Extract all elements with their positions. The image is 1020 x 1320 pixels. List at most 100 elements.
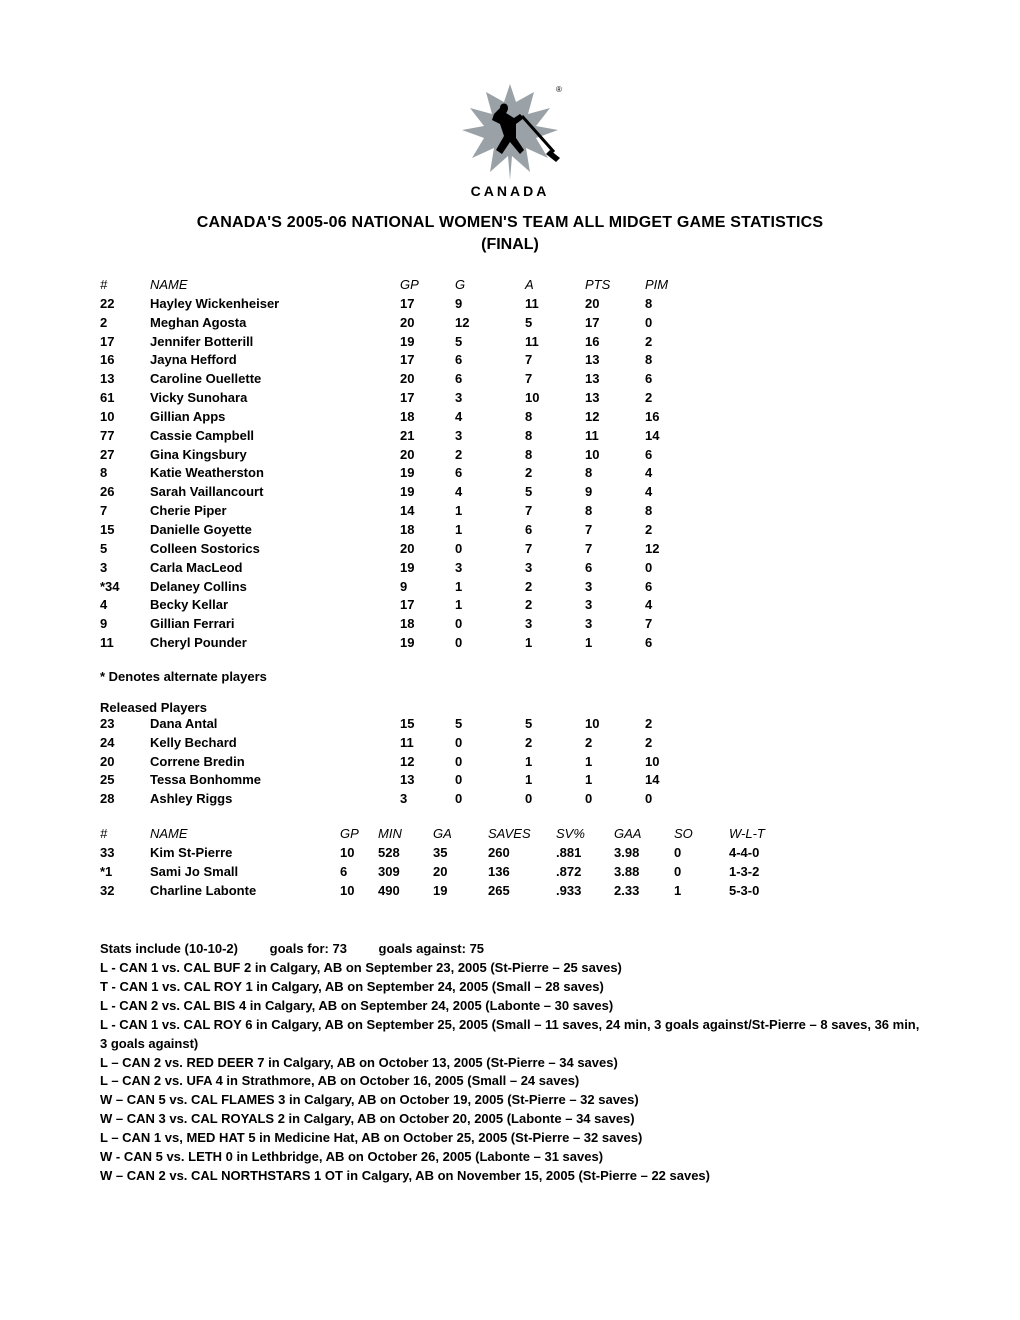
cell-gp: 17 — [400, 351, 455, 370]
skater-stats-table: # NAME GP G A PTS PIM 22Hayley Wickenhei… — [100, 276, 715, 653]
cell-name: Ashley Riggs — [150, 790, 400, 809]
summary-record: Stats include (10-10-2) — [100, 940, 238, 959]
cell-a: 3 — [525, 559, 585, 578]
cell-gp: 11 — [400, 734, 455, 753]
ghdr-gaa: GAA — [614, 825, 674, 844]
cell-gp: 18 — [400, 521, 455, 540]
cell-pts: 7 — [585, 521, 645, 540]
cell-a: 10 — [525, 389, 585, 408]
cell-name: Cassie Campbell — [150, 427, 400, 446]
game-log-line: W – CAN 3 vs. CAL ROYALS 2 in Calgary, A… — [100, 1110, 920, 1129]
cell-g: 0 — [455, 634, 525, 653]
cell-a: 5 — [525, 715, 585, 734]
cell-g: 1 — [455, 596, 525, 615]
cell-pts: 9 — [585, 483, 645, 502]
cell-ga: 35 — [433, 844, 488, 863]
table-row: 16Jayna Hefford1767138 — [100, 351, 715, 370]
cell-gp: 19 — [400, 559, 455, 578]
cell-pim: 6 — [645, 446, 715, 465]
cell-g: 9 — [455, 295, 525, 314]
cell-gp: 19 — [400, 483, 455, 502]
cell-g: 6 — [455, 370, 525, 389]
table-row: 33Kim St-Pierre1052835260.8813.9804-4-0 — [100, 844, 789, 863]
cell-name: Colleen Sostorics — [150, 540, 400, 559]
cell-gp: 9 — [400, 578, 455, 597]
cell-gp: 19 — [400, 464, 455, 483]
cell-name: Jennifer Botterill — [150, 333, 400, 352]
cell-pts: 1 — [585, 753, 645, 772]
game-log-line: L – CAN 2 vs. UFA 4 in Strathmore, AB on… — [100, 1072, 920, 1091]
cell-num: 17 — [100, 333, 150, 352]
cell-pts: 7 — [585, 540, 645, 559]
cell-gp: 20 — [400, 314, 455, 333]
cell-a: 11 — [525, 295, 585, 314]
cell-pim: 2 — [645, 333, 715, 352]
cell-num: 7 — [100, 502, 150, 521]
summary-gf: goals for: 73 — [270, 940, 347, 959]
cell-pim: 6 — [645, 634, 715, 653]
game-log-line: L – CAN 2 vs. RED DEER 7 in Calgary, AB … — [100, 1054, 920, 1073]
cell-g: 0 — [455, 540, 525, 559]
ghdr-so: SO — [674, 825, 729, 844]
cell-gp: 14 — [400, 502, 455, 521]
cell-g: 12 — [455, 314, 525, 333]
cell-pim: 8 — [645, 351, 715, 370]
skater-stats-header: # NAME GP G A PTS PIM — [100, 276, 715, 295]
cell-name: Tessa Bonhomme — [150, 771, 400, 790]
stats-summary: Stats include (10-10-2) goals for: 73 go… — [100, 940, 920, 959]
cell-pim: 6 — [645, 370, 715, 389]
cell-name: Charline Labonte — [150, 882, 340, 901]
cell-wlt: 1-3-2 — [729, 863, 789, 882]
cell-g: 4 — [455, 483, 525, 502]
cell-num: 25 — [100, 771, 150, 790]
hdr-num: # — [100, 276, 150, 295]
cell-a: 2 — [525, 734, 585, 753]
cell-pim: 0 — [645, 314, 715, 333]
cell-gp: 18 — [400, 615, 455, 634]
cell-name: Delaney Collins — [150, 578, 400, 597]
cell-a: 0 — [525, 790, 585, 809]
cell-svp: .881 — [556, 844, 614, 863]
table-row: 32Charline Labonte1049019265.9332.3315-3… — [100, 882, 789, 901]
cell-wlt: 4-4-0 — [729, 844, 789, 863]
cell-pts: 3 — [585, 615, 645, 634]
cell-a: 7 — [525, 351, 585, 370]
cell-pts: 8 — [585, 464, 645, 483]
cell-gp: 18 — [400, 408, 455, 427]
cell-saves: 136 — [488, 863, 556, 882]
cell-num: 33 — [100, 844, 150, 863]
cell-num: 23 — [100, 715, 150, 734]
cell-a: 5 — [525, 314, 585, 333]
table-row: 7Cherie Piper141788 — [100, 502, 715, 521]
cell-pts: 13 — [585, 370, 645, 389]
cell-g: 5 — [455, 715, 525, 734]
cell-gp: 19 — [400, 333, 455, 352]
hdr-pts: PTS — [585, 276, 645, 295]
table-row: 11Cheryl Pounder190116 — [100, 634, 715, 653]
cell-name: Cherie Piper — [150, 502, 400, 521]
cell-g: 3 — [455, 559, 525, 578]
cell-a: 7 — [525, 540, 585, 559]
goalie-stats-header: # NAME GP MIN GA SAVES SV% GAA SO W-L-T — [100, 825, 789, 844]
cell-num: 20 — [100, 753, 150, 772]
cell-pim: 12 — [645, 540, 715, 559]
game-log-line: L - CAN 2 vs. CAL BIS 4 in Calgary, AB o… — [100, 997, 920, 1016]
cell-pts: 16 — [585, 333, 645, 352]
table-row: 22Hayley Wickenheiser17911208 — [100, 295, 715, 314]
cell-name: Carla MacLeod — [150, 559, 400, 578]
cell-num: 16 — [100, 351, 150, 370]
table-row: 26Sarah Vaillancourt194594 — [100, 483, 715, 502]
cell-pts: 1 — [585, 634, 645, 653]
cell-num: 15 — [100, 521, 150, 540]
cell-so: 0 — [674, 863, 729, 882]
table-row: 9Gillian Ferrari180337 — [100, 615, 715, 634]
table-row: *1Sami Jo Small630920136.8723.8801-3-2 — [100, 863, 789, 882]
ghdr-wlt: W-L-T — [729, 825, 789, 844]
cell-pts: 2 — [585, 734, 645, 753]
cell-num: 27 — [100, 446, 150, 465]
game-log-line: L – CAN 1 vs, MED HAT 5 in Medicine Hat,… — [100, 1129, 920, 1148]
cell-pts: 0 — [585, 790, 645, 809]
hdr-gp: GP — [400, 276, 455, 295]
cell-g: 0 — [455, 790, 525, 809]
cell-a: 7 — [525, 370, 585, 389]
